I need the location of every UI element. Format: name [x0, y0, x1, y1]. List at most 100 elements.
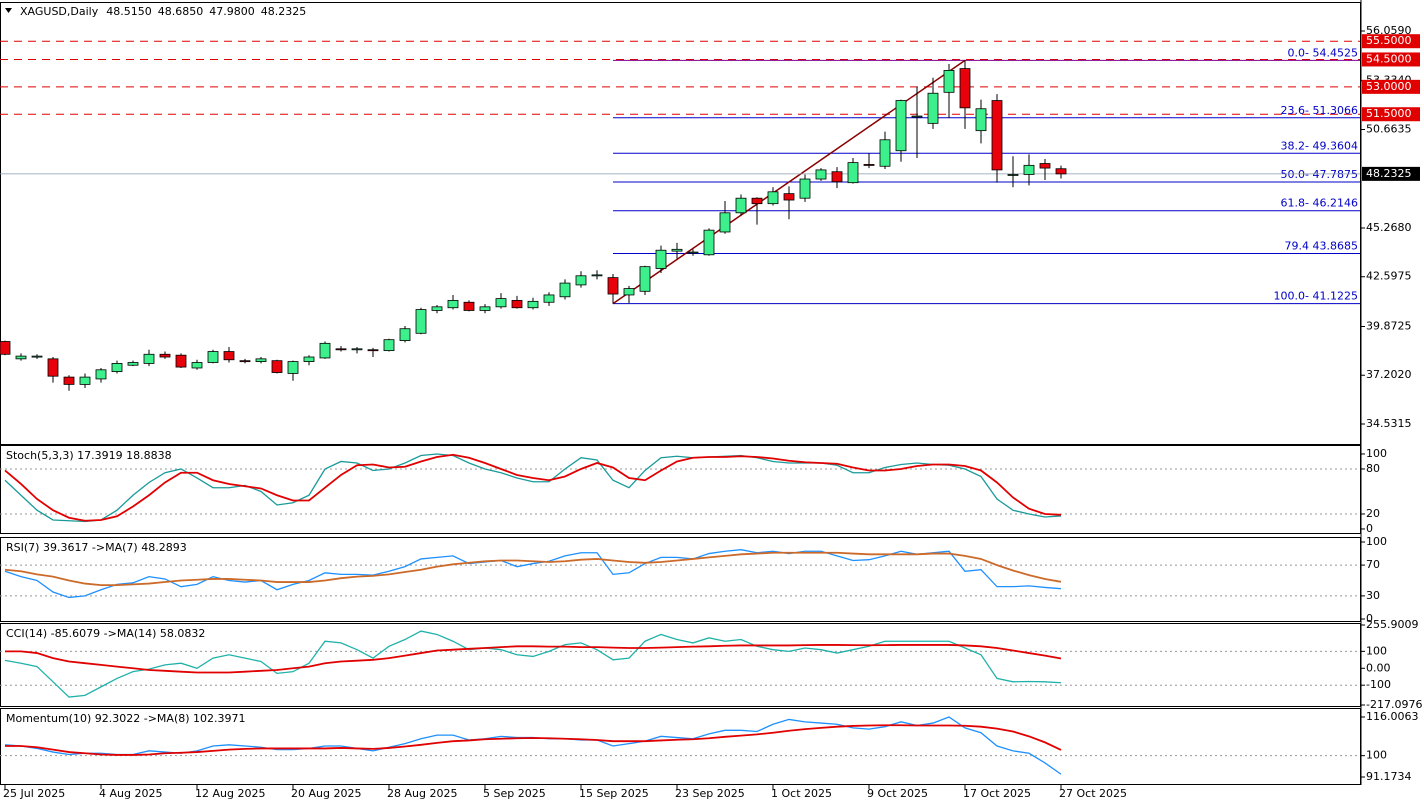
y-tick-label: 255.9009: [1366, 618, 1419, 631]
indicator-line: [5, 724, 1062, 756]
y-tick-label: -100: [1366, 678, 1391, 691]
y-tick-label: 39.8725: [1366, 319, 1412, 332]
price-label: 51.5000: [1366, 107, 1412, 120]
x-tick-label: 25 Jul 2025: [3, 787, 65, 800]
candle-body: [623, 288, 635, 296]
candle-body: [511, 300, 523, 309]
candle-body: [63, 376, 75, 385]
candle-body: [495, 298, 507, 308]
indicator-line: [4, 453, 1062, 522]
candle-body: [335, 348, 347, 351]
candle-body: [735, 197, 747, 214]
candle-body: [543, 294, 555, 303]
header-value: 48.5150: [106, 5, 152, 18]
candle-body: [783, 193, 795, 201]
fib-label: 38.2- 49.3604: [1281, 139, 1358, 152]
candle-body: [79, 376, 91, 385]
candle-body: [879, 139, 891, 167]
price-label: 53.0000: [1366, 80, 1412, 93]
y-tick-label: 80: [1366, 462, 1380, 475]
indicator-line: [5, 644, 1062, 674]
candle-body: [111, 363, 123, 373]
candle-body: [671, 248, 683, 252]
panel-border: [0, 708, 1361, 785]
candle-body: [991, 100, 1003, 171]
candle-body: [719, 212, 731, 233]
x-tick-label: 17 Oct 2025: [963, 787, 1031, 800]
candle-body: [175, 354, 187, 368]
candle-body: [223, 351, 235, 361]
x-tick-label: 4 Aug 2025: [99, 787, 162, 800]
y-tick-label: 116.0063: [1366, 710, 1419, 723]
candle-body: [767, 191, 779, 205]
candle-body: [15, 355, 27, 360]
candle-body: [831, 171, 843, 183]
candle-body: [447, 300, 459, 309]
y-tick-label: 100: [1366, 644, 1387, 657]
y-tick-label: 30: [1366, 589, 1380, 602]
panel-title: Momentum(10) 92.3022 ->MA(8) 102.3971: [6, 712, 246, 725]
candle-body: [943, 70, 955, 93]
candle-body: [575, 275, 587, 286]
x-tick-label: 1 Oct 2025: [771, 787, 832, 800]
candle-body: [207, 351, 219, 363]
x-tick-label: 9 Oct 2025: [867, 787, 928, 800]
x-tick-label: 12 Aug 2025: [195, 787, 265, 800]
candle-body: [303, 356, 315, 362]
candle-body: [863, 164, 875, 166]
y-tick-label: 45.2680: [1366, 221, 1412, 234]
x-tick-label: 5 Sep 2025: [483, 787, 546, 800]
current-price-box: [1362, 166, 1420, 181]
candle-body: [975, 108, 987, 132]
candle-body: [319, 342, 331, 359]
panel-title: CCI(14) -85.6079 ->MA(14) 58.0832: [6, 627, 205, 640]
y-tick-label: 42.5975: [1366, 270, 1412, 283]
y-tick-label: 100: [1366, 447, 1387, 460]
y-tick-label: 0.00: [1366, 661, 1391, 674]
current-price-label: 48.2325: [1366, 167, 1412, 180]
candle-body: [655, 249, 667, 269]
panel-border: [0, 445, 1361, 534]
candle-body: [703, 229, 715, 256]
candle-body: [0, 341, 11, 355]
y-tick-label: 91.1734: [1366, 770, 1412, 783]
x-tick-label: 15 Sep 2025: [579, 787, 649, 800]
candle-body: [351, 348, 363, 351]
fib-label: 50.0- 47.7875: [1281, 168, 1358, 181]
header-value: 48.6850: [158, 5, 204, 18]
y-tick-label: 56.0590: [1366, 24, 1412, 37]
y-tick-label: 100: [1366, 749, 1387, 762]
y-tick-label: 34.5315: [1366, 417, 1412, 430]
candle-body: [255, 358, 267, 362]
candle-body: [191, 362, 203, 369]
x-tick-label: 20 Aug 2025: [291, 787, 361, 800]
candle-body: [911, 115, 923, 118]
candle-body: [287, 361, 299, 374]
price-label-box: [1362, 52, 1420, 67]
candle-body: [95, 369, 107, 380]
candle-body: [271, 360, 283, 373]
price-label: 55.5000: [1366, 34, 1412, 47]
panel-border: [0, 623, 1361, 707]
y-tick-label: 37.2020: [1366, 368, 1412, 381]
candle-body: [399, 328, 411, 341]
candle-body: [607, 277, 619, 295]
header-value: 48.2325: [261, 5, 307, 18]
y-tick-label: 0: [1366, 522, 1373, 535]
candle-body: [687, 251, 699, 254]
price-label-box: [1362, 34, 1420, 49]
chart-title: XAGUSD,Daily: [20, 5, 99, 18]
indicator-line: [4, 453, 1062, 523]
price-label: 54.5000: [1366, 52, 1412, 65]
candle-body: [431, 306, 443, 311]
candle-body: [47, 358, 59, 377]
candle-body: [415, 309, 427, 334]
candle-body: [31, 355, 43, 358]
fib-label: 0.0- 54.4525: [1288, 46, 1358, 59]
candle-body: [591, 274, 603, 277]
panel-border: [0, 537, 1361, 622]
candle-body: [127, 362, 139, 366]
menu-triangle: [5, 8, 12, 13]
indicator-line: [4, 549, 1062, 599]
